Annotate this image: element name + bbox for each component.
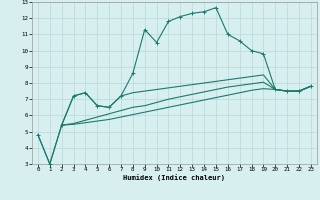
X-axis label: Humidex (Indice chaleur): Humidex (Indice chaleur) [124, 175, 225, 181]
